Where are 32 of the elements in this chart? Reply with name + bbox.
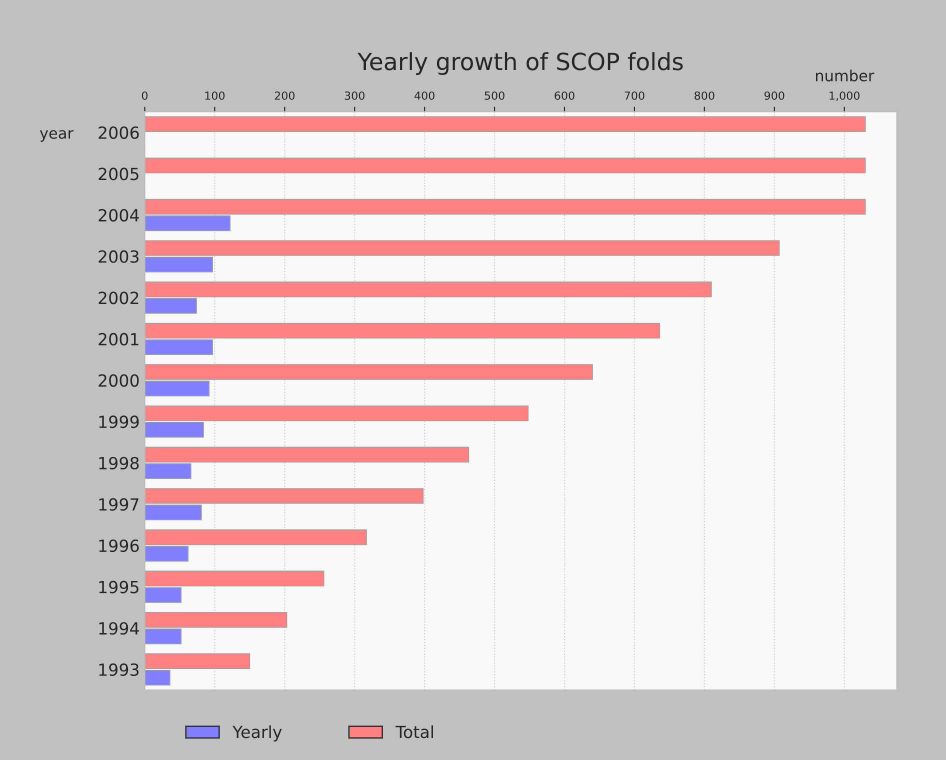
y-tick-label: 2006: [98, 126, 139, 139]
x-tick-label: 1,000: [830, 91, 860, 101]
y-tick-label: 1994: [99, 622, 139, 635]
y-tick-label: 1995: [99, 580, 138, 594]
x-tick-label: 100: [205, 91, 225, 100]
x-tick-label: 400: [414, 91, 434, 100]
y-tick-label: 1993: [99, 663, 139, 676]
y-tick-label: 1996: [99, 539, 139, 552]
y-tick-label: 2001: [98, 332, 138, 346]
x-tick-label: 900: [764, 91, 784, 100]
y-axis-title: year: [40, 130, 74, 142]
y-tick-label: 2000: [98, 374, 139, 387]
y-tick-label: 2004: [98, 208, 139, 222]
chart-title: Yearly growth of SCOP folds: [358, 52, 683, 75]
y-tick-label: 2003: [98, 250, 139, 263]
x-tick-label: 200: [274, 91, 295, 100]
x-tick-label: 800: [694, 91, 714, 100]
legend-label: Yearly: [232, 725, 282, 742]
x-tick-label: 500: [484, 91, 504, 100]
x-tick-label: 0: [142, 91, 148, 100]
y-tick-label: 2005: [98, 168, 138, 180]
y-tick-label: 1997: [99, 498, 138, 511]
bar: [144, 158, 866, 174]
y-tick-label: 2002: [98, 292, 138, 304]
x-tick-label: 700: [624, 91, 644, 100]
legend-label: Total: [396, 725, 433, 738]
y-tick-label: 1999: [99, 416, 139, 428]
x-tick-label: 600: [554, 91, 574, 100]
bar: [144, 116, 866, 132]
x-tick-label: 300: [344, 91, 364, 100]
y-tick-label: 1998: [99, 456, 139, 470]
x-axis-title: number: [816, 70, 874, 82]
